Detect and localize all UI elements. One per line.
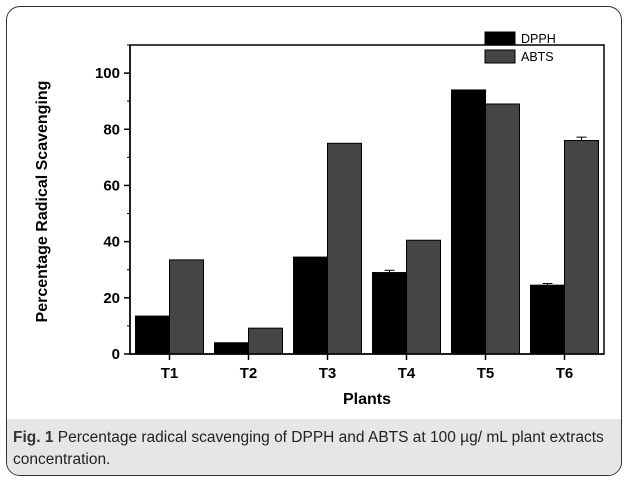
- x-tick-label-t6: T6: [556, 365, 574, 382]
- bar-dpph-t5: [451, 89, 486, 355]
- x-tick-label-t1: T1: [161, 365, 179, 382]
- bar-dpph-t1: [135, 315, 170, 355]
- y-tick-label-100: 100: [95, 65, 120, 82]
- y-axis-title: Percentage Radical Scavenging: [34, 81, 51, 323]
- legend-label-abts: ABTS: [521, 50, 554, 64]
- figure-caption: Fig. 1 Percentage radical scavenging of …: [13, 427, 613, 471]
- bar-dpph-t6: [530, 284, 565, 355]
- caption-text: Percentage radical scavenging of DPPH an…: [13, 429, 604, 468]
- figure-frame: 0 20 40 60 80 100 T1 T2 T3 T4 T5 T6 Percentage Rad…: [6, 6, 622, 476]
- x-axis-title: Plants: [343, 391, 391, 408]
- x-tick-label-t2: T2: [240, 365, 258, 382]
- bars: [135, 89, 599, 355]
- legend: DPPH ABTS: [484, 31, 556, 64]
- legend-swatch-dpph: [484, 31, 516, 46]
- legend-swatch-abts: [484, 49, 516, 64]
- bar-dpph-t4: [372, 272, 407, 355]
- y-tick-label-60: 60: [103, 177, 120, 194]
- bar-dpph-t3: [293, 256, 328, 355]
- bar-abts-t6: [564, 140, 599, 355]
- y-tick-label-80: 80: [103, 121, 120, 138]
- bar-chart: 0 20 40 60 80 100 T1 T2 T3 T4 T5 T6 Percentage Rad…: [34, 31, 605, 408]
- bar-dpph-t2: [214, 342, 249, 355]
- bar-abts-t5: [485, 103, 520, 355]
- x-ticks: T1 T2 T3 T4 T5 T6: [161, 354, 574, 382]
- bar-abts-t1: [169, 259, 204, 355]
- axes: [129, 45, 604, 355]
- y-tick-label-0: 0: [112, 346, 120, 363]
- y-tick-label-40: 40: [103, 234, 120, 251]
- bar-abts-t3: [327, 142, 362, 355]
- caption-label: Fig. 1: [13, 429, 54, 446]
- legend-label-dpph: DPPH: [521, 32, 556, 46]
- y-tick-label-20: 20: [103, 290, 120, 307]
- x-tick-label-t4: T4: [398, 365, 416, 382]
- bar-abts-t4: [406, 239, 441, 355]
- x-tick-label-t5: T5: [477, 365, 495, 382]
- bar-abts-t2: [248, 327, 283, 355]
- caption-band: [7, 419, 621, 475]
- x-tick-label-t3: T3: [319, 365, 337, 382]
- y-ticks: 0 20 40 60 80 100: [95, 44, 130, 363]
